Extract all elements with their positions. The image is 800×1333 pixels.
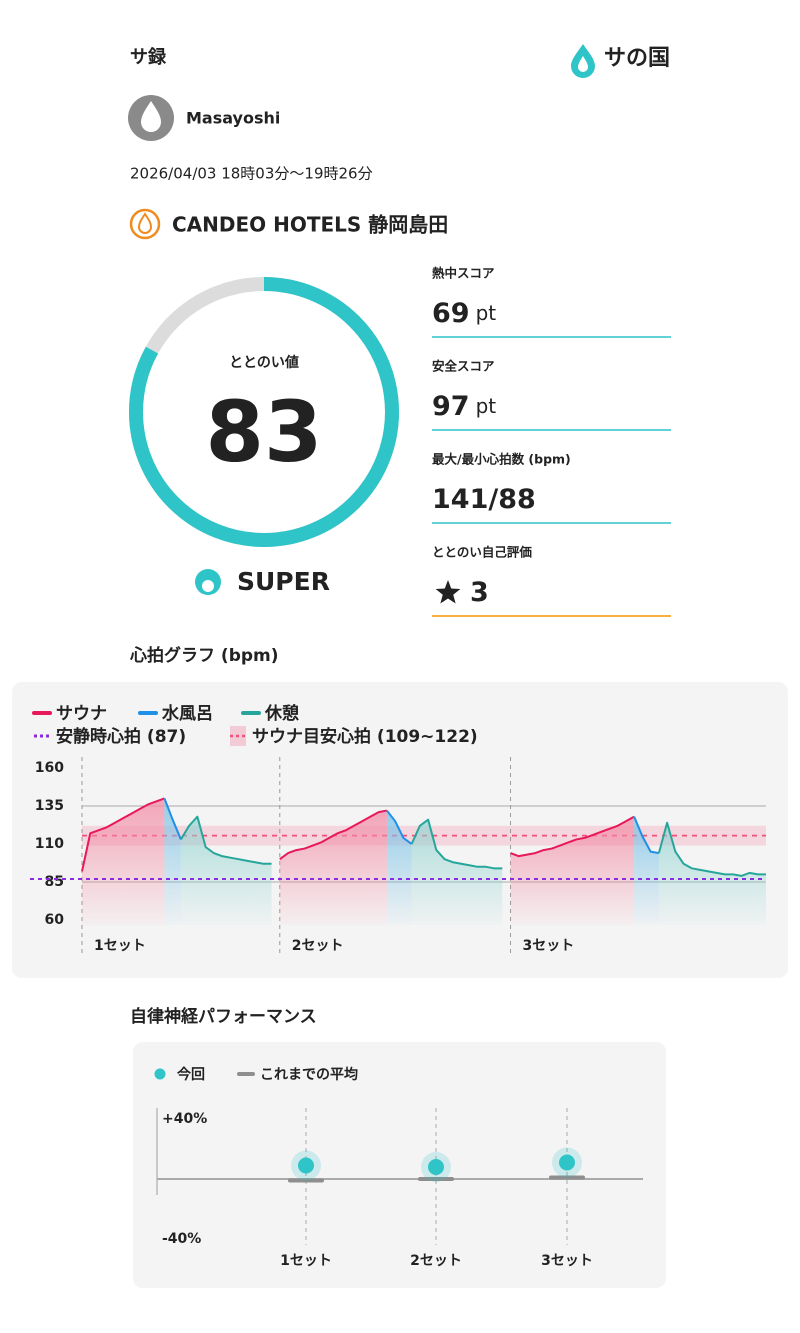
- stat-label: 熱中スコア: [432, 266, 495, 281]
- series-area: [634, 816, 659, 925]
- legend-label: 休憩: [264, 703, 299, 724]
- series-line: [163, 798, 182, 840]
- autonomic-chart-panel: [133, 1042, 666, 1288]
- series-line: [386, 809, 413, 845]
- logo-icon-inner: [578, 56, 588, 72]
- series-area: [386, 810, 412, 925]
- y-tick-label: -40%: [162, 1231, 201, 1247]
- stat-number: 97: [432, 391, 470, 422]
- average-bar: [549, 1175, 585, 1180]
- series-area: [180, 816, 272, 925]
- legend-label: 今回: [177, 1066, 205, 1083]
- gauge-arc: [129, 277, 399, 547]
- series-line: [279, 809, 388, 861]
- star-icon: [435, 580, 461, 604]
- y-tick-label: 60: [45, 912, 65, 928]
- legend-label: 水風呂: [161, 703, 213, 724]
- set-label: 1セット: [94, 938, 146, 954]
- y-tick-label: 85: [45, 874, 64, 890]
- facility-icon: [129, 208, 161, 240]
- stat-unit: pt: [476, 394, 497, 418]
- x-tick-label: 3セット: [541, 1253, 593, 1269]
- set-label: 2セット: [292, 938, 344, 954]
- current-dot: [559, 1154, 575, 1171]
- average-bar: [288, 1178, 324, 1183]
- stat-label: ととのい自己評価: [432, 545, 532, 560]
- stat-number: 3: [470, 577, 489, 608]
- series-line: [410, 818, 503, 870]
- legend-swatch: [154, 1068, 166, 1080]
- series-area: [658, 822, 766, 925]
- chart-title: 心拍グラフ (bpm): [129, 645, 279, 666]
- score-rank: SUPER: [237, 567, 330, 596]
- y-tick-label: 160: [35, 760, 64, 776]
- stat-value: 3: [470, 577, 489, 608]
- y-tick-label: +40%: [162, 1111, 207, 1127]
- set-label: 3セット: [523, 938, 575, 954]
- stat-number: 141/88: [432, 484, 536, 515]
- stat-value: 69 pt: [432, 298, 496, 329]
- average-bar: [418, 1177, 454, 1181]
- current-dot: [298, 1157, 314, 1174]
- series-line: [81, 797, 165, 872]
- facility-name: CANDEO HOTELS 静岡島田: [172, 213, 448, 237]
- score-label: ととのい値: [229, 354, 299, 371]
- stat-value: 141/88: [432, 484, 536, 515]
- legend-label: サウナ: [56, 704, 107, 724]
- stat-label: 最大/最小心拍数 (bpm): [432, 452, 571, 467]
- rank-icon-face: [202, 580, 214, 592]
- series-line: [633, 816, 660, 855]
- x-tick-label: 1セット: [280, 1253, 332, 1269]
- facility-icon-flame: [137, 212, 153, 234]
- stat-label: 安全スコア: [432, 359, 495, 374]
- legend-label: これまでの平均: [260, 1066, 358, 1083]
- chart-title: 自律神経パフォーマンス: [130, 1006, 317, 1027]
- current-dot: [428, 1159, 444, 1175]
- logo-text: サの国: [604, 46, 670, 71]
- x-tick-label: 2セット: [410, 1253, 462, 1269]
- stat-number: 69: [432, 298, 470, 329]
- series-line: [510, 815, 635, 858]
- series-area: [279, 810, 387, 925]
- y-tick-label: 135: [35, 798, 64, 814]
- legend-label: 安静時心拍 (87): [56, 726, 186, 747]
- app-title: サ録: [130, 46, 167, 68]
- series-line: [180, 815, 272, 865]
- y-tick-label: 110: [35, 836, 64, 852]
- stat-value: 97 pt: [432, 391, 496, 422]
- legend-label: サウナ目安心拍 (109~122): [252, 726, 478, 747]
- series-line: [657, 821, 766, 877]
- series-area: [82, 798, 165, 925]
- stat-unit: pt: [476, 301, 497, 325]
- series-area: [510, 816, 635, 925]
- session-datetime: 2026/04/03 18時03分〜19時26分: [130, 165, 373, 183]
- avatar-icon: [141, 101, 161, 132]
- score-value: 83: [206, 383, 323, 481]
- user-name: Masayoshi: [186, 109, 280, 128]
